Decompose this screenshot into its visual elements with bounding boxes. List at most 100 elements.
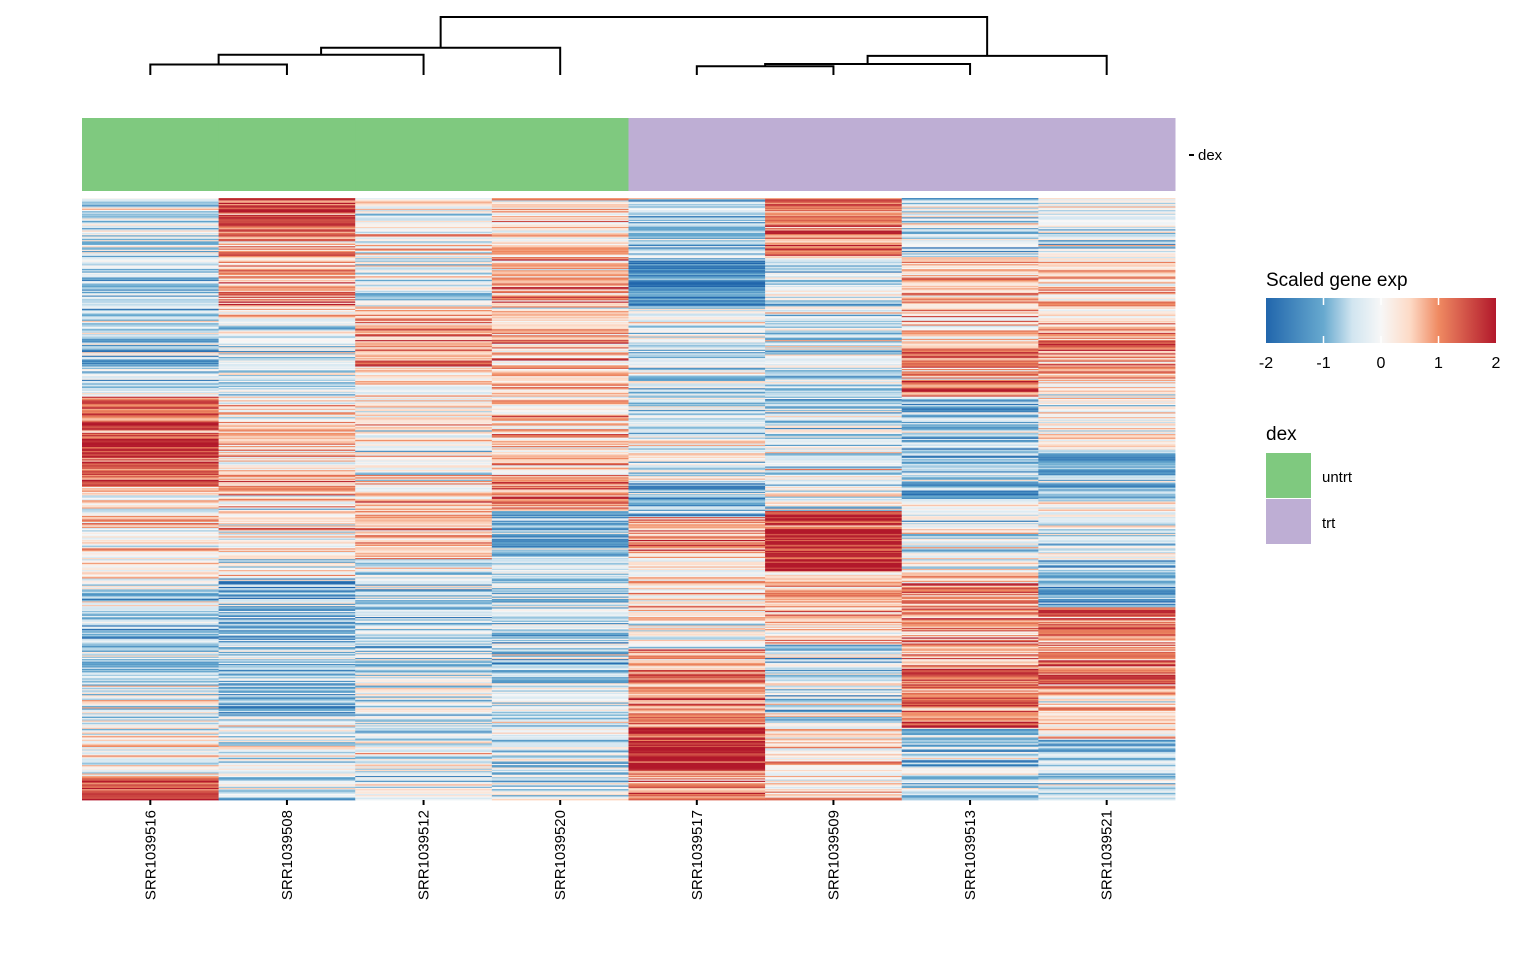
heatmap-cell xyxy=(355,489,493,491)
heatmap-cell xyxy=(765,228,903,230)
heatmap-cell xyxy=(765,338,903,341)
heatmap-cell xyxy=(1038,762,1176,765)
heatmap-cell xyxy=(82,320,220,323)
heatmap-cell xyxy=(1038,592,1176,595)
heatmap-cell xyxy=(218,467,356,470)
heatmap-cell xyxy=(491,726,629,729)
heatmap-cell xyxy=(901,565,1039,567)
heatmap-cell xyxy=(901,296,1039,299)
heatmap-cell xyxy=(218,736,356,738)
heatmap-cell xyxy=(82,480,220,483)
heatmap-cell xyxy=(355,682,493,684)
heatmap-cell xyxy=(82,507,220,510)
heatmap-cell xyxy=(355,508,493,511)
heatmap-cell xyxy=(82,442,220,445)
heatmap-cell xyxy=(491,561,629,564)
heatmap-cell xyxy=(355,372,493,375)
annotation-cell-trt xyxy=(628,118,766,191)
annotation-cell-untrt xyxy=(491,118,629,191)
heatmap-cell xyxy=(491,783,629,785)
heatmap-cell xyxy=(218,627,356,630)
heatmap-cell xyxy=(82,277,220,280)
heatmap-cell xyxy=(901,449,1039,452)
heatmap-cell xyxy=(218,393,356,395)
heatmap-cell xyxy=(82,773,220,776)
heatmap-cell xyxy=(355,382,493,384)
heatmap-cell xyxy=(901,567,1039,570)
heatmap-cell xyxy=(901,462,1039,465)
heatmap-cell xyxy=(628,604,766,607)
heatmap-cell xyxy=(1038,623,1176,625)
heatmap-cell xyxy=(218,530,356,532)
heatmap-cell xyxy=(491,435,629,437)
heatmap-cell xyxy=(1038,454,1176,457)
heatmap-cell xyxy=(218,208,356,211)
heatmap-cell xyxy=(628,672,766,674)
heatmap-cell xyxy=(82,279,220,282)
heatmap-cell xyxy=(765,625,903,628)
heatmap-cell xyxy=(1038,526,1176,529)
heatmap-cell xyxy=(82,704,220,707)
heatmap-cell xyxy=(901,580,1039,583)
heatmap-cell xyxy=(218,702,356,705)
heatmap-cell xyxy=(355,641,493,643)
heatmap-cell xyxy=(82,204,220,206)
heatmap-cell xyxy=(82,645,220,648)
heatmap-cell xyxy=(82,642,220,644)
heatmap-cell xyxy=(82,294,220,296)
heatmap-cell xyxy=(218,212,356,215)
heatmap-cell xyxy=(82,789,220,791)
heatmap-cell xyxy=(355,452,493,454)
heatmap-cell xyxy=(218,559,356,561)
heatmap-cell xyxy=(355,388,493,390)
heatmap-cell xyxy=(218,633,356,636)
heatmap-cell xyxy=(82,415,220,418)
heatmap-cell xyxy=(901,364,1039,366)
heatmap-cell xyxy=(628,480,766,483)
heatmap-cell xyxy=(491,210,629,212)
heatmap-cell xyxy=(218,360,356,363)
heatmap-cell xyxy=(628,377,766,379)
heatmap-cell xyxy=(82,397,220,400)
heatmap-cell xyxy=(901,553,1039,555)
heatmap-cell xyxy=(1038,501,1176,504)
heatmap-cell xyxy=(218,282,356,284)
heatmap-cell xyxy=(355,747,493,749)
heatmap-cell xyxy=(765,232,903,235)
heatmap-cell xyxy=(628,276,766,278)
heatmap-cell xyxy=(491,231,629,234)
heatmap-cell xyxy=(355,198,493,200)
heatmap-cell xyxy=(901,480,1039,483)
heatmap-cell xyxy=(765,249,903,252)
heatmap-cell xyxy=(491,529,629,531)
heatmap-cell xyxy=(355,396,493,399)
heatmap-cell xyxy=(628,283,766,286)
heatmap-cell xyxy=(218,456,356,459)
heatmap-cell xyxy=(355,767,493,770)
heatmap-cell xyxy=(765,287,903,289)
heatmap-cell xyxy=(901,334,1039,336)
heatmap-cell xyxy=(491,710,629,713)
heatmap-cell xyxy=(1038,609,1176,612)
heatmap-cell xyxy=(901,238,1039,241)
heatmap-cell xyxy=(491,583,629,585)
heatmap-cell xyxy=(491,308,629,311)
heatmap-cell xyxy=(765,352,903,354)
heatmap-cell xyxy=(901,400,1039,402)
heatmap-cell xyxy=(628,609,766,612)
heatmap-cell xyxy=(82,440,220,442)
heatmap-cell xyxy=(901,753,1039,755)
heatmap-cell xyxy=(765,443,903,446)
heatmap-cell xyxy=(491,568,629,571)
heatmap-cell xyxy=(82,796,220,798)
heatmap-cell xyxy=(491,250,629,253)
heatmap-cell xyxy=(765,771,903,773)
heatmap-cell xyxy=(765,336,903,339)
heatmap-cell xyxy=(901,743,1039,746)
heatmap-cell xyxy=(628,503,766,506)
heatmap-cell xyxy=(628,762,766,765)
heatmap-cell xyxy=(218,598,356,601)
heatmap-cell xyxy=(82,200,220,203)
heatmap-cell xyxy=(628,541,766,543)
heatmap-cell xyxy=(82,426,220,429)
